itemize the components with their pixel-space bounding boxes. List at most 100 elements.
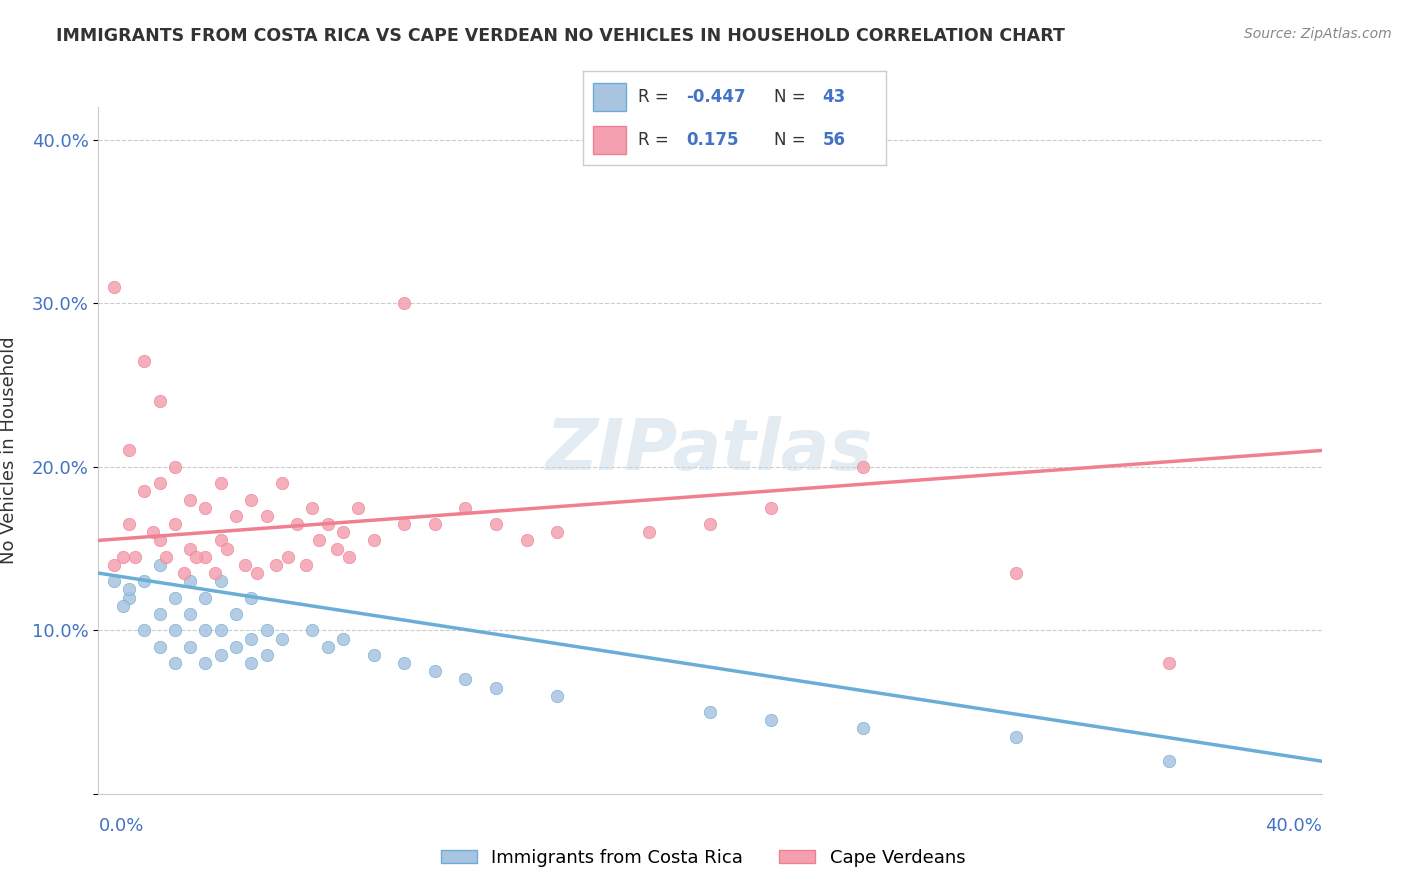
Point [256,648,278,662]
Point [134,574,156,589]
Point [149,640,172,654]
Point [149,533,172,548]
Point [546,689,568,703]
Point [173,566,195,580]
Point [209,624,232,638]
Point [103,280,125,294]
Point [225,640,247,654]
Text: -0.447: -0.447 [686,87,747,105]
Point [285,516,308,531]
Point [1157,656,1180,670]
Point [240,492,263,507]
Point [256,508,278,523]
Point [179,541,201,556]
Point [392,656,416,670]
Point [454,500,477,515]
Point [149,476,172,491]
Point [270,476,292,491]
Point [699,705,721,719]
Point [118,591,141,605]
Point [516,533,538,548]
Point [194,624,217,638]
Point [111,599,134,613]
Point [134,624,156,638]
Point [194,500,217,515]
Point [699,516,721,531]
Point [204,566,226,580]
Point [134,353,156,368]
Text: N =: N = [773,87,811,105]
Point [209,533,232,548]
Point [240,591,263,605]
Point [270,632,292,646]
Point [347,500,370,515]
Point [264,558,287,572]
Text: 40.0%: 40.0% [1265,817,1322,835]
Text: 43: 43 [823,87,845,105]
Point [637,525,661,540]
Point [179,492,201,507]
Point [423,664,446,678]
Text: R =: R = [638,131,673,149]
Y-axis label: No Vehicles in Household: No Vehicles in Household [0,336,18,565]
Text: R =: R = [638,87,673,105]
Point [194,549,217,564]
Point [852,459,875,474]
Point [103,558,125,572]
Point [149,607,172,621]
Point [852,722,875,736]
Point [163,591,186,605]
Point [149,558,172,572]
Point [392,516,416,531]
Point [308,533,330,548]
Point [301,500,323,515]
Point [332,632,354,646]
Point [149,394,172,409]
Point [118,516,141,531]
Text: ZIPatlas: ZIPatlas [547,416,873,485]
Point [225,607,247,621]
Point [1004,566,1026,580]
Point [485,681,508,695]
Point [209,476,232,491]
Point [179,640,201,654]
Point [363,648,385,662]
Text: IMMIGRANTS FROM COSTA RICA VS CAPE VERDEAN NO VEHICLES IN HOUSEHOLD CORRELATION : IMMIGRANTS FROM COSTA RICA VS CAPE VERDE… [56,27,1066,45]
Point [118,443,141,458]
Point [118,582,141,597]
Point [301,624,323,638]
Point [277,549,299,564]
Point [363,533,385,548]
Point [209,574,232,589]
Point [179,574,201,589]
Legend: Immigrants from Costa Rica, Cape Verdeans: Immigrants from Costa Rica, Cape Verdean… [433,842,973,874]
Point [194,656,217,670]
Text: N =: N = [773,131,811,149]
Point [111,549,134,564]
Point [179,607,201,621]
Point [163,516,186,531]
FancyBboxPatch shape [592,126,626,153]
Point [233,558,256,572]
Point [454,673,477,687]
Point [326,541,349,556]
Point [215,541,238,556]
Point [485,516,508,531]
Point [209,648,232,662]
Point [1157,754,1180,768]
Point [337,549,360,564]
Point [186,549,208,564]
Point [163,656,186,670]
FancyBboxPatch shape [592,83,626,111]
Point [295,558,318,572]
Point [316,640,339,654]
Point [134,484,156,499]
Point [546,525,568,540]
Point [759,500,782,515]
Point [163,624,186,638]
Text: 56: 56 [823,131,845,149]
Point [759,714,782,728]
Point [163,459,186,474]
Text: Source: ZipAtlas.com: Source: ZipAtlas.com [1244,27,1392,41]
Point [256,624,278,638]
